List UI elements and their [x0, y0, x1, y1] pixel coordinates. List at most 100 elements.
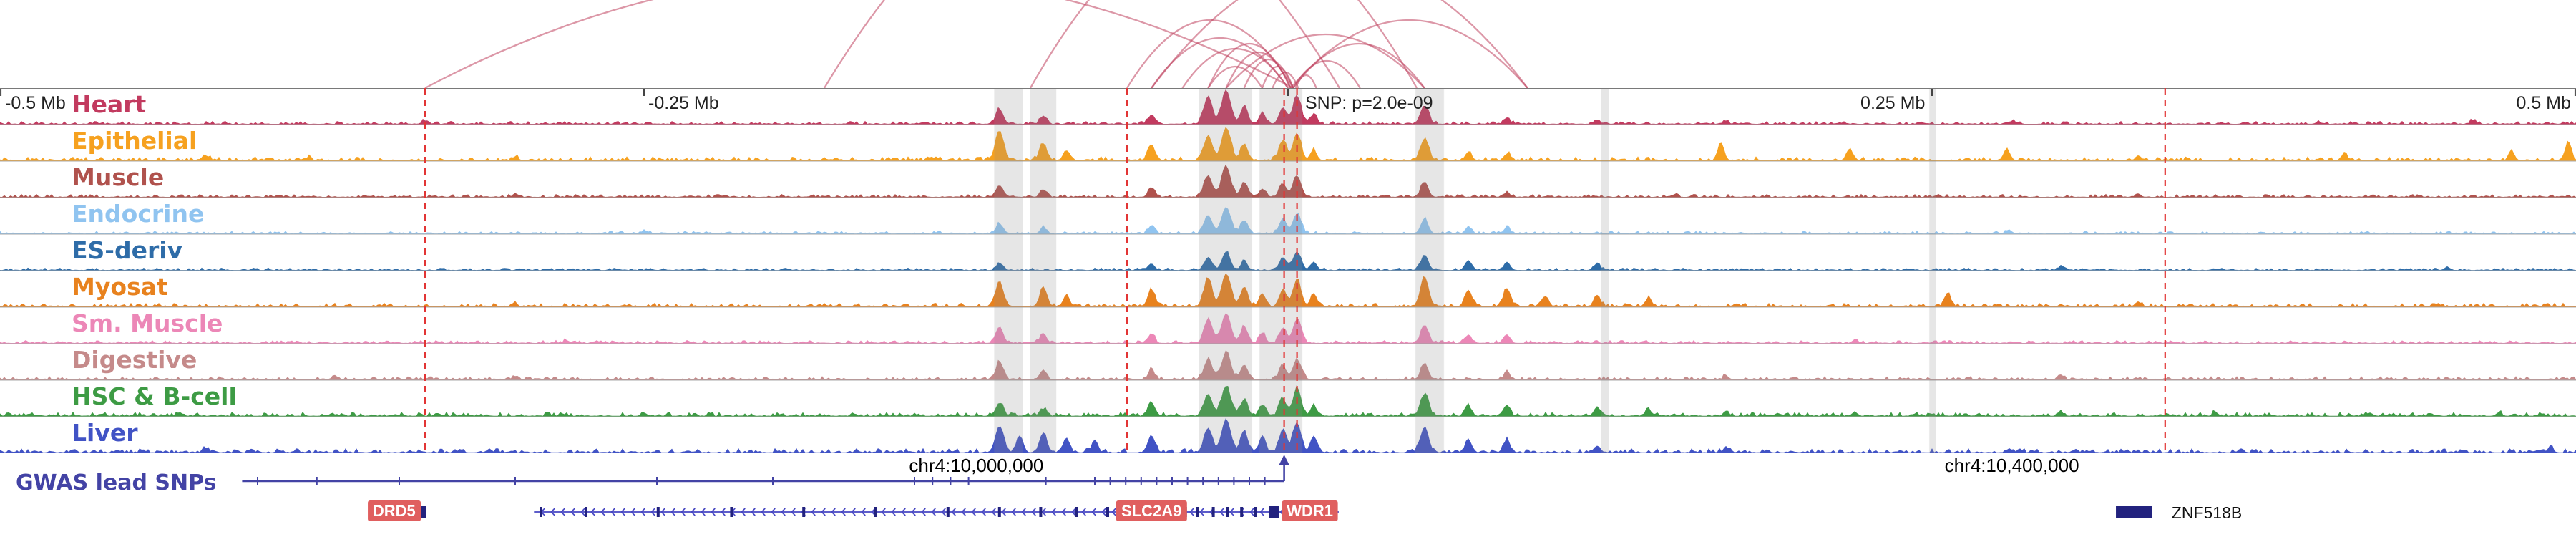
signal-path-sm-muscle [0, 313, 2576, 344]
strand-chevron-icon [751, 508, 756, 516]
gene-exon-slc2a9 [1039, 507, 1043, 517]
chromosome-coordinate-label: chr4:10,000,000 [909, 455, 1044, 476]
signal-area-myosat [0, 273, 2576, 307]
track-row-es-deriv: ES-deriv [0, 234, 2576, 271]
signal-path-es-deriv [0, 251, 2576, 271]
interaction-arcs-panel [424, 0, 1528, 88]
strand-chevron-icon [841, 508, 846, 516]
strand-chevron-icon [771, 508, 776, 516]
strand-chevron-icon [590, 508, 595, 516]
signal-area-heart [0, 89, 2576, 125]
strand-chevron-icon [741, 508, 746, 516]
strand-chevron-icon [670, 508, 675, 516]
track-label-myosat: Myosat [72, 273, 168, 301]
strand-chevron-icon [921, 508, 926, 516]
signal-area-sm-muscle [0, 313, 2576, 344]
track-label-es-deriv: ES-deriv [72, 236, 183, 264]
strand-chevron-icon [1081, 508, 1086, 516]
ruler-label: -0.5 Mb [5, 93, 66, 113]
strand-chevron-icon [660, 508, 665, 516]
gene-exon-slc2a9 [802, 507, 806, 517]
signal-path-hsc-b-cell [0, 385, 2576, 417]
signal-path-heart [0, 89, 2576, 125]
gene-exon-block-znf518b [2116, 506, 2152, 518]
interaction-arc [1207, 66, 1263, 88]
strand-chevron-icon [1101, 508, 1106, 516]
strand-chevron-icon [881, 508, 886, 516]
gene-exon-slc2a9 [1106, 507, 1109, 517]
signal-area-muscle [0, 164, 2576, 198]
signal-path-endocrine [0, 207, 2576, 234]
interaction-arc [1225, 33, 1425, 88]
strand-chevron-icon [821, 508, 826, 516]
strand-chevron-icon [1189, 508, 1194, 516]
strand-chevron-icon [630, 508, 635, 516]
signal-area-liver [0, 418, 2576, 453]
strand-chevron-icon [640, 508, 645, 516]
strand-chevron-icon [1249, 508, 1254, 516]
strand-chevron-icon [570, 508, 575, 516]
strand-chevron-icon [650, 508, 655, 516]
gene-label-wdr1: WDR1 [1282, 500, 1338, 522]
gene-exon-block-wdr1 [1269, 506, 1279, 518]
gene-exon-wdr1 [1211, 507, 1215, 517]
strand-chevron-icon [891, 508, 896, 516]
strand-chevron-icon [1259, 508, 1264, 516]
gene-label-znf518b: ZNF518B [2171, 503, 2243, 522]
strand-chevron-icon [600, 508, 605, 516]
signal-path-digestive [0, 350, 2576, 380]
strand-chevron-icon [1001, 508, 1006, 516]
strand-chevron-icon [610, 508, 615, 516]
gene-exon-wdr1 [1196, 507, 1199, 517]
strand-chevron-icon [691, 508, 696, 516]
track-label-muscle: Muscle [72, 163, 165, 191]
signal-path-myosat [0, 273, 2576, 307]
strand-chevron-icon [931, 508, 936, 516]
strand-chevron-icon [1091, 508, 1096, 516]
ruler-label: 0.5 Mb [2516, 93, 2571, 113]
gene-label-slc2a9: SLC2A9 [1116, 500, 1187, 522]
gene-exon-wdr1 [1254, 507, 1257, 517]
track-row-sm-muscle: Sm. Muscle [0, 307, 2576, 344]
gene-exon-slc2a9 [1075, 507, 1078, 517]
track-label-epithelial: Epithelial [72, 127, 197, 155]
track-label-sm-muscle: Sm. Muscle [72, 309, 223, 337]
strand-chevron-icon [680, 508, 686, 516]
gwas-arrow-head [1279, 455, 1289, 465]
annotation-panel: chr4:10,000,000 chr4:10,400,000 GWAS lead… [0, 453, 2576, 537]
gwas-lead-snps-label: GWAS lead SNPs [16, 470, 217, 495]
track-row-endocrine: Endocrine [0, 198, 2576, 234]
signal-path-epithelial [0, 127, 2576, 161]
signal-area-epithelial [0, 127, 2576, 161]
strand-chevron-icon [560, 508, 565, 516]
gene-and-snp-annotations [242, 455, 2152, 518]
signal-path-muscle [0, 164, 2576, 198]
strand-chevron-icon [1199, 508, 1204, 516]
gene-exon-slc2a9 [874, 507, 877, 517]
signal-path-liver [0, 418, 2576, 453]
strand-chevron-icon [911, 508, 916, 516]
strand-chevron-icon [701, 508, 706, 516]
strand-chevron-icon [871, 508, 876, 516]
interaction-arc [1029, 0, 1418, 88]
strand-chevron-icon [961, 508, 966, 516]
gene-exon-slc2a9 [656, 507, 660, 517]
signal-area-digestive [0, 350, 2576, 380]
interaction-arc [1289, 19, 1528, 88]
gene-exon-slc2a9 [997, 507, 1001, 517]
signal-tracks-panel: Heart Epithelial Muscle Endocrine ES-deriv My… [0, 88, 2576, 453]
gene-label-drd5: DRD5 [367, 500, 421, 522]
strand-chevron-icon [951, 508, 956, 516]
interaction-arc [1151, 0, 1528, 88]
strand-chevron-icon [1219, 508, 1224, 516]
strand-chevron-icon [811, 508, 816, 516]
strand-chevron-icon [831, 508, 836, 516]
strand-chevron-icon [851, 508, 856, 516]
strand-chevron-icon [1051, 508, 1056, 516]
gene-exon-slc2a9 [585, 507, 587, 517]
strand-chevron-icon [711, 508, 716, 516]
strand-chevron-icon [721, 508, 726, 516]
strand-chevron-icon [981, 508, 986, 516]
strand-chevron-icon [941, 508, 946, 516]
